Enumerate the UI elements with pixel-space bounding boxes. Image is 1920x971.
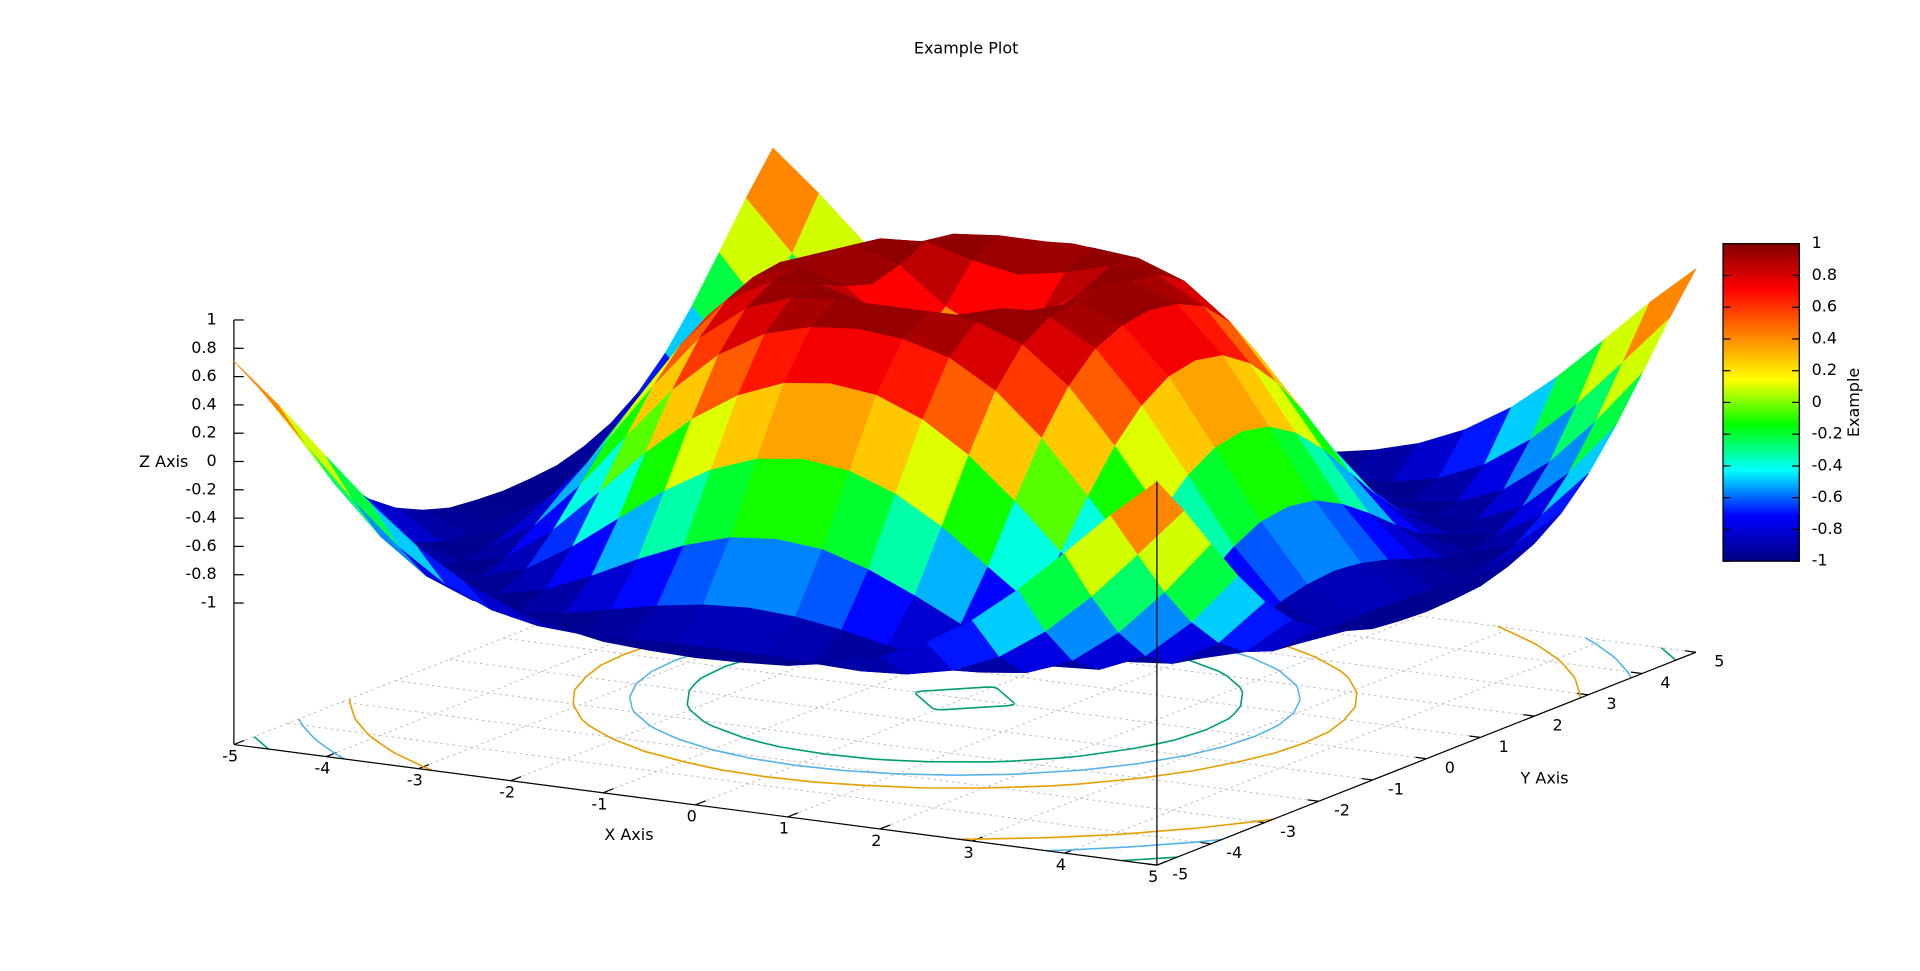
z-tick-label: 0.8 <box>191 338 216 357</box>
y-tick <box>1361 777 1373 781</box>
colorbar <box>1722 243 1800 562</box>
y-tick-label: 4 <box>1660 673 1670 692</box>
y-tick-label: 2 <box>1553 715 1563 734</box>
z-tick-label: 0.6 <box>191 366 216 385</box>
x-tick-label: 4 <box>1056 855 1066 874</box>
y-tick <box>1469 735 1481 739</box>
base-border <box>233 651 1697 866</box>
x-tick <box>233 739 245 746</box>
surface-patch <box>1110 481 1185 555</box>
x-tick-label: 5 <box>1148 867 1158 886</box>
chart-title: Example Plot <box>914 39 1019 58</box>
y-tick <box>1630 671 1643 675</box>
colorbar-tick-label: 0.6 <box>1812 297 1837 316</box>
colorbar-tick-label: 0.2 <box>1812 360 1837 379</box>
y-tick-label: -1 <box>1388 779 1404 798</box>
z-tick-label: 0.2 <box>191 423 216 442</box>
surface-patch <box>279 406 354 501</box>
surface-patch <box>233 360 308 446</box>
x-tick <box>602 788 614 794</box>
surface <box>233 147 1697 675</box>
x-tick-label: -1 <box>591 795 607 814</box>
y-tick-label: -3 <box>1280 822 1296 841</box>
grid-line <box>449 658 1373 781</box>
grid-line <box>787 603 1327 818</box>
x-tick-label: -5 <box>222 746 238 765</box>
x-tick <box>695 800 706 806</box>
y-tick <box>1307 799 1319 802</box>
z-tick-label: -0.4 <box>185 508 216 527</box>
y-tick <box>1415 756 1427 760</box>
x-tick <box>879 824 891 830</box>
x-tick-label: 2 <box>871 831 881 850</box>
x-tick <box>510 776 522 782</box>
contour-line <box>253 535 1677 862</box>
x-tick-label: -3 <box>407 770 423 789</box>
y-tick <box>1577 692 1589 696</box>
z-tick-label: -0.8 <box>185 564 216 583</box>
grid-line <box>341 701 1265 824</box>
x-axis-label: X Axis <box>604 825 653 844</box>
y-tick <box>1684 650 1697 653</box>
y-tick <box>1199 841 1211 845</box>
grid-line <box>879 615 1420 830</box>
colorbar-tick-label: -0.2 <box>1812 424 1843 443</box>
y-tick-label: -5 <box>1172 865 1188 884</box>
surface-patch <box>260 389 335 484</box>
z-tick-label: 0 <box>207 451 217 470</box>
y-tick-label: 0 <box>1445 758 1455 777</box>
colorbar-tick-label: 0.4 <box>1812 328 1837 347</box>
surface-patch <box>325 456 400 548</box>
x-tick-label: 3 <box>964 843 974 862</box>
colorbar-tick-label: -0.6 <box>1812 487 1843 506</box>
z-tick-label: -0.2 <box>185 479 216 498</box>
colorbar-tick-label: 1 <box>1812 233 1822 252</box>
surface-patch <box>306 445 381 537</box>
grid-line <box>503 637 1427 760</box>
y-tick-label: 5 <box>1714 652 1724 671</box>
y-tick-label: -4 <box>1226 843 1242 862</box>
grid-line <box>395 680 1319 802</box>
x-tick-label: -2 <box>499 783 515 802</box>
colorbar-tick-label: -1 <box>1812 551 1828 570</box>
x-tick-label: 1 <box>779 819 789 838</box>
colorbar-label: Example <box>1844 368 1863 437</box>
y-axis-label: Y Axis <box>1520 769 1569 788</box>
grid-line <box>602 579 1143 794</box>
x-tick-label: 0 <box>687 807 697 826</box>
z-tick-label: -1 <box>201 593 217 612</box>
grid-line <box>287 722 1211 845</box>
z-axis-label: Z Axis <box>139 452 188 471</box>
colorbar-tick-label: 0.8 <box>1812 265 1837 284</box>
colorbar-tick-label: 0 <box>1812 392 1822 411</box>
x-tick-label: -4 <box>315 758 331 777</box>
y-tick-label: -2 <box>1334 801 1350 820</box>
y-tick-label: 3 <box>1606 694 1616 713</box>
z-tick-label: 0.4 <box>191 394 216 413</box>
x-tick <box>787 812 799 818</box>
colorbar-tick-label: -0.8 <box>1812 519 1843 538</box>
y-tick-label: 1 <box>1499 737 1509 756</box>
z-tick-label: -0.6 <box>185 536 216 555</box>
z-tick-label: 1 <box>207 309 217 328</box>
colorbar-tick-label: -0.4 <box>1812 455 1843 474</box>
grid-line <box>695 591 1235 806</box>
y-tick <box>1523 714 1535 717</box>
